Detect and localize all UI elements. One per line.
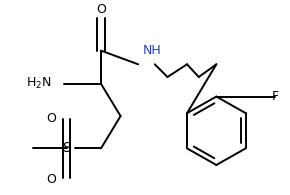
Text: O: O	[46, 173, 56, 186]
Text: S: S	[62, 141, 71, 155]
Text: O: O	[96, 3, 106, 16]
Text: O: O	[46, 112, 56, 125]
Text: NH: NH	[143, 44, 162, 58]
Text: F: F	[272, 90, 279, 103]
Text: H$_2$N: H$_2$N	[26, 76, 51, 91]
